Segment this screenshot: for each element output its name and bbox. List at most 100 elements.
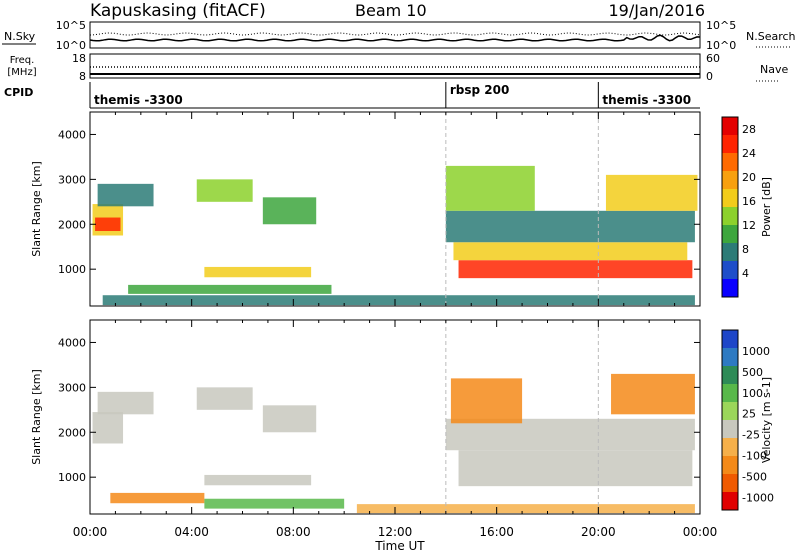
power-colorbar-label: Power [dB] [760, 177, 773, 237]
power-panel: 1000 2000 3000 4000 Slant Range [km] [30, 111, 701, 307]
data-region [453, 242, 688, 261]
power-colorbar-tick: 16 [742, 195, 756, 208]
freq-right-tick-top: 60 [706, 52, 720, 65]
velocity-colorbar-tick: -1000 [742, 491, 774, 504]
data-region [128, 284, 332, 294]
freq-left-tick-top: 18 [72, 52, 86, 65]
noise-left-tick-top: 10^5 [56, 19, 86, 32]
data-region [110, 492, 205, 504]
colorbar-swatch [722, 153, 738, 171]
cpid-bar: themis -3300 rbsp 200 themis -3300 [89, 82, 700, 109]
y-tick-label: 2000 [58, 426, 86, 439]
noise-search-trace [89, 32, 701, 36]
data-region [95, 217, 121, 232]
data-region [102, 295, 695, 306]
power-colorbar-tick: 20 [742, 171, 756, 184]
velocity-colorbar-tick: 1000 [742, 345, 770, 358]
y-tick-label: 3000 [58, 381, 86, 394]
data-region [204, 266, 312, 278]
x-tick-label: 08:00 [276, 525, 311, 539]
x-axis-label: Time UT [374, 539, 425, 553]
velocity-colorbar-tick: 25 [742, 408, 756, 421]
freq-panel-frame [89, 53, 701, 79]
y-axis-label: Slant Range [km] [30, 161, 43, 257]
y-tick-label: 2000 [58, 218, 86, 231]
colorbar-swatch [722, 279, 738, 297]
data-region [97, 391, 154, 415]
freq-label-line1: Freq. [10, 55, 35, 66]
x-tick-label: 00:00 [73, 525, 108, 539]
power-colorbar-tick: 4 [742, 267, 749, 280]
data-region [196, 387, 253, 410]
colorbar-swatch [722, 366, 738, 384]
colorbar-frame [721, 116, 739, 298]
colorbar-swatch [722, 330, 738, 348]
data-region [458, 260, 693, 279]
freq-left-tick-bottom: 8 [79, 70, 86, 83]
data-region [204, 498, 345, 509]
velocity-colorbar-tick: -25 [742, 429, 760, 442]
x-tick-label: 16:00 [479, 525, 514, 539]
x-tick-label: 00:00 [683, 525, 718, 539]
velocity-colorbar-tick: -500 [742, 471, 767, 484]
data-region [204, 474, 312, 486]
colorbar-swatch [722, 456, 738, 474]
colorbar-swatch [722, 207, 738, 225]
y-tick-label: 3000 [58, 173, 86, 186]
velocity-colorbar: 1000 500 100 25 -25 -100 -500 -1000 Velocity [m … [721, 329, 774, 511]
data-region [445, 418, 695, 451]
velocity-colorbar-label: Velocity [m s-1] [760, 377, 773, 463]
velocity-colorbar-tick: 500 [742, 366, 763, 379]
data-region [262, 197, 317, 225]
data-region [458, 450, 693, 487]
power-colorbar-tick: 28 [742, 123, 756, 136]
x-tick-label: 12:00 [378, 525, 413, 539]
data-region [605, 174, 698, 211]
cpid-segment-label: rbsp 200 [450, 83, 509, 97]
data-region [356, 504, 695, 514]
colorbar-swatch [722, 135, 738, 153]
data-region [262, 405, 317, 433]
cpid-segment-label: themis -3300 [94, 93, 183, 107]
data-region [445, 210, 695, 243]
velocity-panel: 1000 2000 3000 4000 Slant Range [km] 00:00 04:… [30, 319, 718, 539]
data-region [92, 412, 124, 444]
beam-title: Beam 10 [355, 1, 427, 20]
power-colorbar-tick: 12 [742, 219, 756, 232]
noise-right-tick-bottom: 10^0 [706, 39, 736, 52]
noise-left-tick-bottom: 10^0 [56, 39, 86, 52]
freq-label-line2: [MHz] [7, 67, 36, 78]
data-region [97, 183, 154, 207]
y-axis-label: Slant Range [km] [30, 369, 43, 465]
data-region [445, 165, 535, 211]
power-colorbar-tick: 24 [742, 147, 756, 160]
colorbar-swatch [722, 243, 738, 261]
freq-right-tick-bottom: 0 [706, 70, 713, 83]
colorbar-swatch [722, 261, 738, 279]
colorbar-swatch [722, 474, 738, 492]
power-colorbar: 4 8 12 16 20 24 28 Power [dB] [721, 116, 773, 298]
y-tick-label: 4000 [58, 336, 86, 349]
y-tick-label: 1000 [58, 471, 86, 484]
noise-sky-trace [89, 34, 701, 42]
date-title: 19/Jan/2016 [608, 1, 705, 20]
colorbar-swatch [722, 225, 738, 243]
data-region [196, 179, 253, 202]
noise-left-label: N.Sky [4, 30, 36, 43]
x-tick-label: 04:00 [174, 525, 209, 539]
colorbar-swatch [722, 348, 738, 366]
cpid-segment-label: themis -3300 [602, 93, 691, 107]
power-colorbar-tick: 8 [742, 243, 749, 256]
noise-right-tick-top: 10^5 [706, 19, 736, 32]
velocity-colorbar-tick: -100 [742, 450, 767, 463]
noise-right-label: N.Search [746, 30, 796, 43]
colorbar-swatch [722, 420, 738, 438]
colorbar-frame [721, 329, 739, 511]
nave-label: Nave [760, 63, 788, 76]
data-region [450, 378, 523, 424]
x-tick-label: 20:00 [581, 525, 616, 539]
colorbar-swatch [722, 438, 738, 456]
noise-panel-frame [89, 21, 701, 49]
colorbar-swatch [722, 492, 738, 510]
